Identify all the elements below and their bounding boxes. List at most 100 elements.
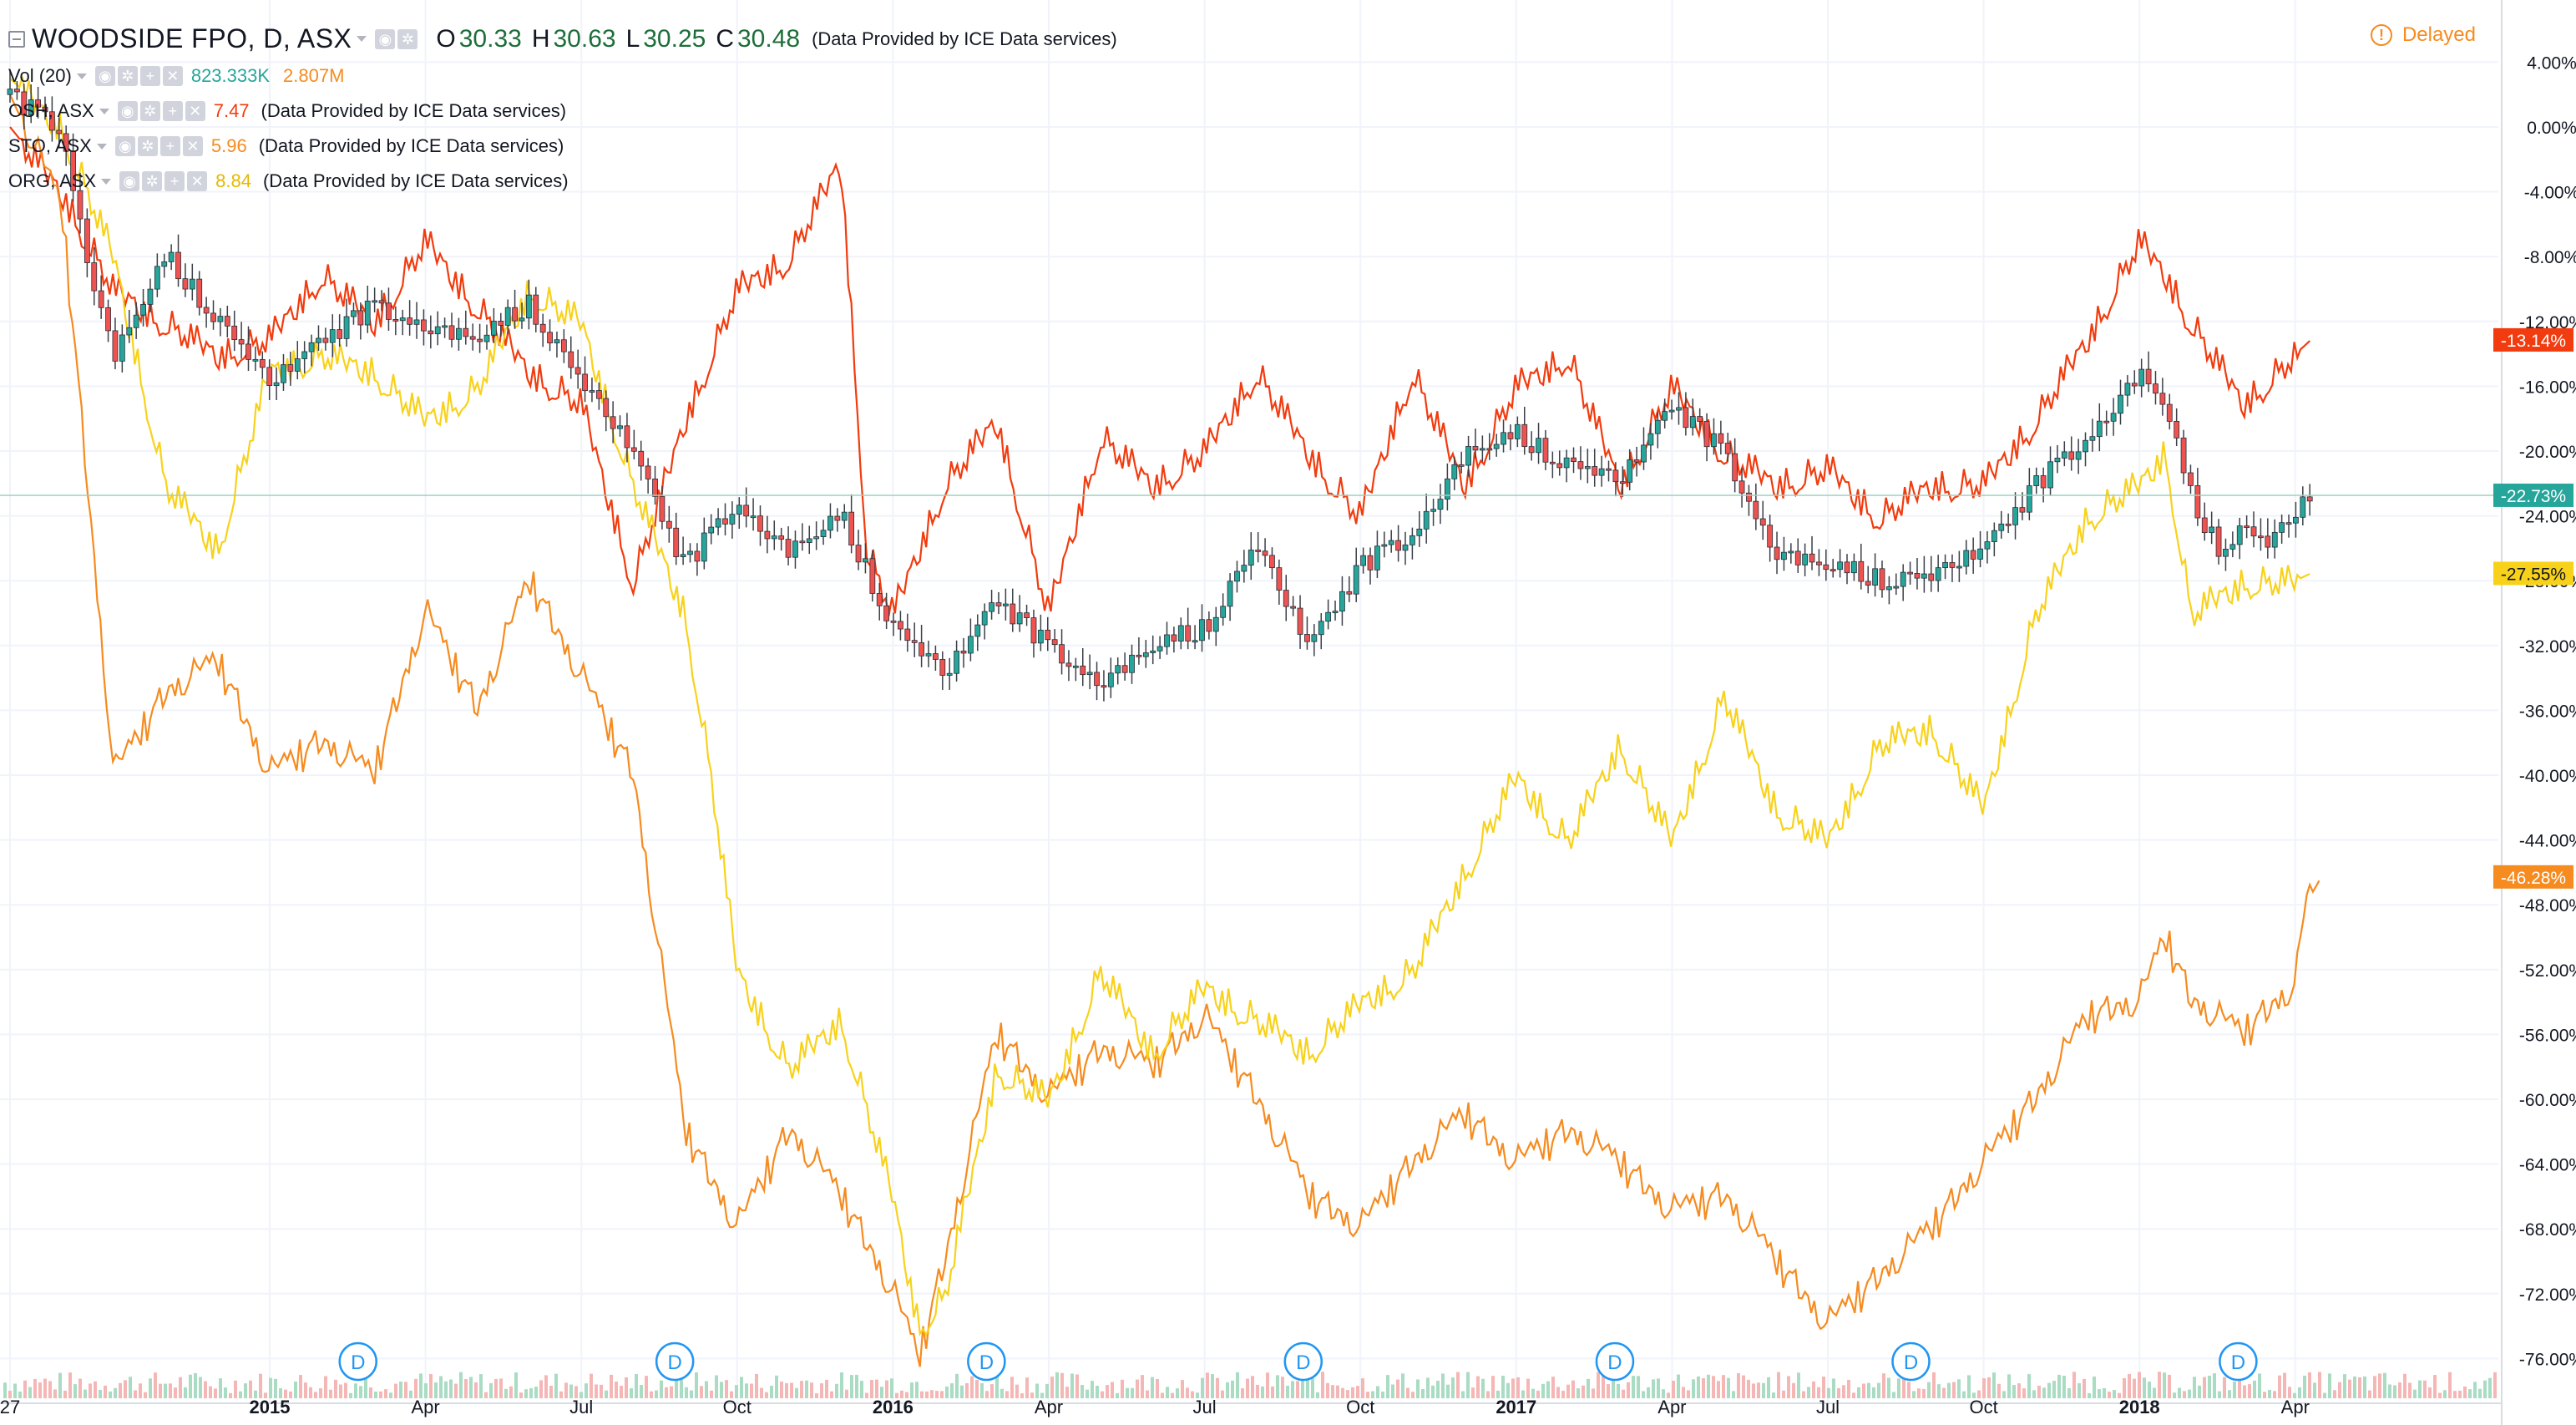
candle-body	[105, 307, 111, 332]
volume-bar	[489, 1382, 493, 1398]
volume-bar	[2343, 1374, 2346, 1398]
volume-bar	[404, 1382, 407, 1398]
volume-bar	[469, 1377, 473, 1398]
dividend-marker[interactable]: D	[1891, 1341, 1931, 1382]
volume-bar	[875, 1379, 878, 1398]
volume-bar	[1266, 1372, 1269, 1398]
volume-bar	[1000, 1388, 1004, 1398]
candle-body	[28, 99, 34, 115]
volume-bar	[1156, 1378, 1159, 1398]
volume-bar	[504, 1388, 508, 1398]
candle-body	[1703, 421, 1710, 448]
series-controls[interactable]: ◉ ✲ + ✕	[94, 66, 183, 86]
volume-bar	[1406, 1387, 1409, 1398]
volume-bar	[1341, 1387, 1344, 1398]
candle-body	[673, 527, 680, 557]
volume-bar	[2078, 1383, 2081, 1398]
dividend-marker[interactable]: D	[2219, 1341, 2258, 1382]
comparison-legend-sto[interactable]: STO, ASX ◉ ✲ + ✕ 5.96 (Data Provided by ICE…	[8, 135, 564, 157]
volume-bar	[1045, 1383, 1049, 1398]
series-controls[interactable]: ◉ ✲ + ✕	[117, 101, 205, 121]
volume-bar	[705, 1381, 708, 1398]
dividend-marker[interactable]: D	[338, 1341, 377, 1382]
series-controls[interactable]: ◉ ✲ + ✕	[119, 171, 208, 191]
volume-bar	[990, 1384, 994, 1398]
volume-bar	[139, 1383, 142, 1398]
comparison-label[interactable]: OSH, ASX	[8, 100, 94, 121]
volume-bar	[905, 1392, 908, 1398]
comparison-label[interactable]: ORG, ASX	[8, 170, 97, 191]
candle-body	[2229, 544, 2236, 550]
candle-body	[1921, 573, 1927, 579]
candle-body	[1458, 464, 1465, 467]
chevron-down-icon[interactable]	[99, 108, 109, 114]
volume-bar	[2383, 1372, 2386, 1398]
volume-bar	[2453, 1391, 2457, 1398]
volume-bar	[1917, 1388, 1921, 1398]
comparison-legend-osh[interactable]: OSH, ASX ◉ ✲ + ✕ 7.47 (Data Provided by ICE…	[8, 100, 566, 122]
volume-bar	[2158, 1372, 2161, 1398]
candle-body	[399, 317, 406, 322]
volume-bar	[1201, 1377, 1204, 1398]
candle-body	[989, 602, 994, 612]
volume-bar	[1501, 1375, 1505, 1398]
volume-bar	[1311, 1378, 1314, 1398]
time-axis[interactable]: 27 2015 Apr Jul Oct 2016 Apr Jul Oct 2017 Apr Jul Oc…	[0, 1397, 2310, 1417]
candle-body	[1788, 550, 1794, 554]
volume-bar	[1922, 1388, 1926, 1398]
volume-bar	[1416, 1379, 1420, 1398]
volume-bar	[179, 1377, 182, 1398]
main-symbol-title[interactable]: WOODSIDE FPO, D, ASX	[32, 23, 352, 53]
candle-body	[1802, 553, 1809, 565]
candle-body	[925, 653, 932, 657]
volume-bar	[1231, 1380, 1234, 1398]
candle-body	[337, 329, 343, 339]
volume-bar	[890, 1378, 893, 1398]
volume-bar	[1897, 1378, 1900, 1398]
volume-bar	[795, 1387, 798, 1398]
chevron-down-icon[interactable]	[101, 178, 112, 185]
volume-bar	[1086, 1389, 1089, 1398]
volume-label[interactable]: Vol (20)	[8, 65, 72, 86]
candle-body	[1977, 548, 1983, 560]
volume-bar	[1877, 1382, 1880, 1398]
price-axis[interactable]: 4.00% 0.00% -4.00% -8.00% -12.00% -16.00% -20.…	[2493, 53, 2576, 1369]
volume-bar	[2358, 1377, 2361, 1398]
volume-legend[interactable]: Vol (20) ◉ ✲ + ✕ 823.333K 2.807M	[8, 65, 344, 87]
collapse-legend-icon[interactable]	[8, 30, 25, 48]
volume-bar	[1256, 1384, 1259, 1398]
candle-body	[448, 325, 455, 340]
volume-bar	[1852, 1392, 1855, 1398]
volume-bar	[995, 1376, 999, 1398]
volume-bar	[1551, 1377, 1555, 1398]
volume-bar	[249, 1380, 252, 1398]
dividend-marker[interactable]: D	[967, 1341, 1006, 1382]
chevron-down-icon[interactable]	[96, 143, 107, 150]
chevron-down-icon[interactable]	[357, 36, 367, 42]
candle-body	[715, 518, 721, 528]
candle-body	[1598, 468, 1605, 476]
volume-bar	[104, 1385, 107, 1398]
volume-bar	[1892, 1392, 1895, 1398]
volume-bar	[189, 1374, 192, 1398]
volume-bar	[2213, 1373, 2216, 1398]
volume-bar	[1642, 1391, 1645, 1398]
series-controls[interactable]: ◉ ✲ + ✕	[114, 136, 203, 156]
delayed-indicator[interactable]: ! Delayed	[2370, 23, 2476, 47]
volume-bar	[625, 1377, 628, 1398]
comparison-legend-org[interactable]: ORG, ASX ◉ ✲ + ✕ 8.84 (Data Provided by ICE…	[8, 170, 569, 192]
chevron-down-icon[interactable]	[76, 73, 87, 79]
candle-body	[610, 416, 616, 429]
comparison-label[interactable]: STO, ASX	[8, 135, 92, 156]
dividend-marker[interactable]: D	[1595, 1341, 1635, 1382]
series-controls[interactable]: ◉ ✲	[375, 28, 418, 49]
price-tick-label: -24.00%	[2519, 508, 2576, 527]
candle-body	[2279, 522, 2285, 533]
dividend-marker[interactable]: D	[1283, 1341, 1323, 1382]
volume-bar	[2233, 1382, 2236, 1398]
dividend-marker[interactable]: D	[655, 1341, 695, 1382]
gear-icon: ✲	[137, 136, 158, 156]
